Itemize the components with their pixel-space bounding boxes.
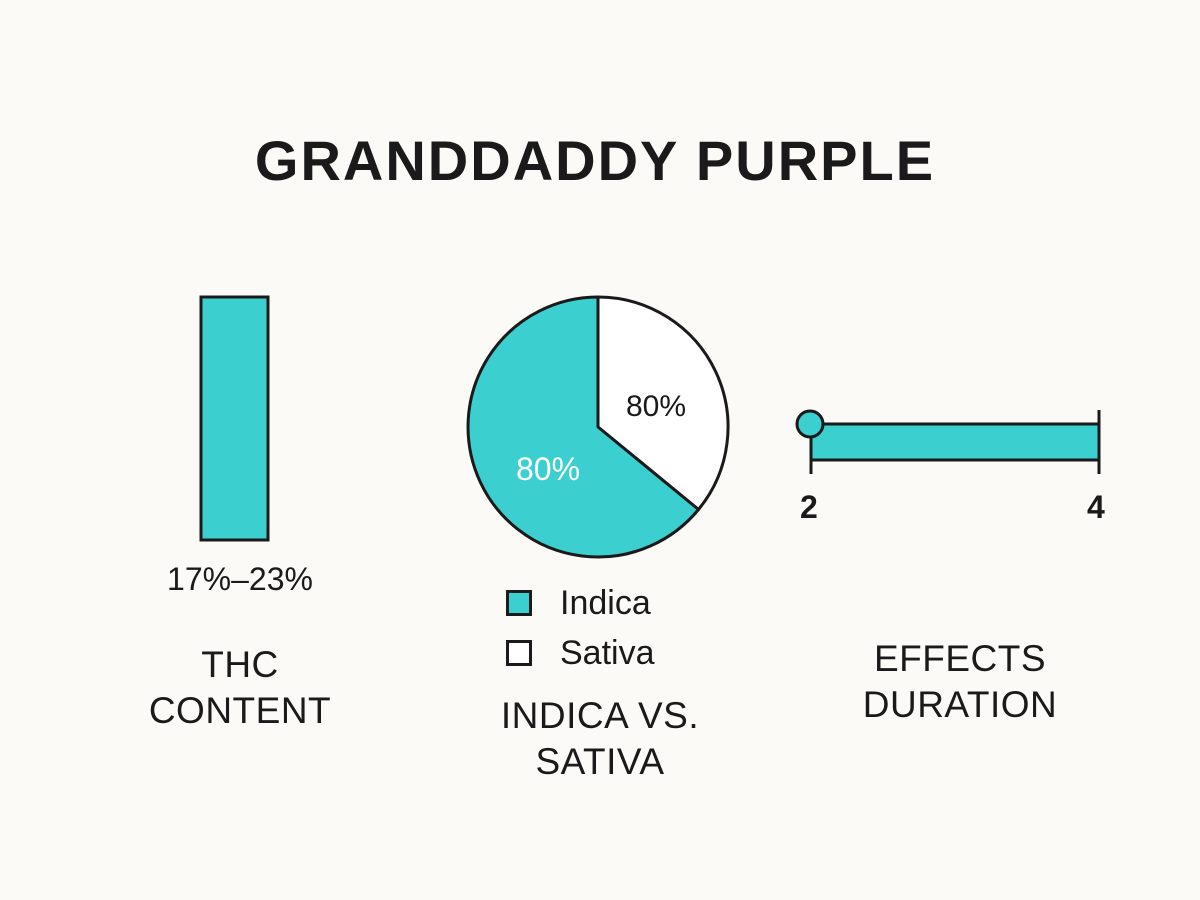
thc-label-line1: THC bbox=[201, 644, 279, 685]
duration-max-label: 4 bbox=[1087, 489, 1105, 525]
pie-label-line2: SATIVA bbox=[535, 741, 665, 782]
pie-slice-indica bbox=[466, 295, 700, 559]
legend-label-indica: Indica bbox=[560, 583, 651, 622]
thc-range-label: 17%‒23% bbox=[167, 561, 313, 597]
duration-section-label: EFFECTS DURATION bbox=[840, 636, 1080, 728]
duration-fill bbox=[809, 422, 1101, 462]
indica-sativa-pie bbox=[466, 295, 730, 559]
page-title: GRANDDADDY PURPLE bbox=[254, 129, 936, 192]
pie-label-line1: INDICA VS. bbox=[500, 695, 700, 736]
duration-label-line1: EFFECTS bbox=[873, 638, 1047, 679]
legend-item-indica: Indica bbox=[506, 578, 655, 628]
legend-label-sativa: Sativa bbox=[560, 633, 655, 672]
pie-label-indica: 80% bbox=[516, 451, 581, 487]
duration-min-label: 2 bbox=[800, 489, 818, 525]
duration-label-line2: DURATION bbox=[862, 684, 1058, 725]
pie-section-label: INDICA VS. SATIVA bbox=[460, 693, 740, 785]
pie-slice-sativa bbox=[596, 295, 730, 511]
thc-section-label: THC CONTENT bbox=[130, 642, 350, 734]
duration-range-bar bbox=[795, 409, 1101, 474]
legend-swatch-indica bbox=[506, 590, 532, 616]
legend-swatch-sativa bbox=[506, 640, 532, 666]
pie-legend: Indica Sativa bbox=[506, 578, 655, 678]
pie-label-sativa: 80% bbox=[626, 390, 687, 423]
thc-label-line2: CONTENT bbox=[148, 690, 332, 731]
legend-item-sativa: Sativa bbox=[506, 628, 655, 678]
duration-start-marker bbox=[795, 409, 825, 439]
thc-bar bbox=[199, 295, 270, 542]
